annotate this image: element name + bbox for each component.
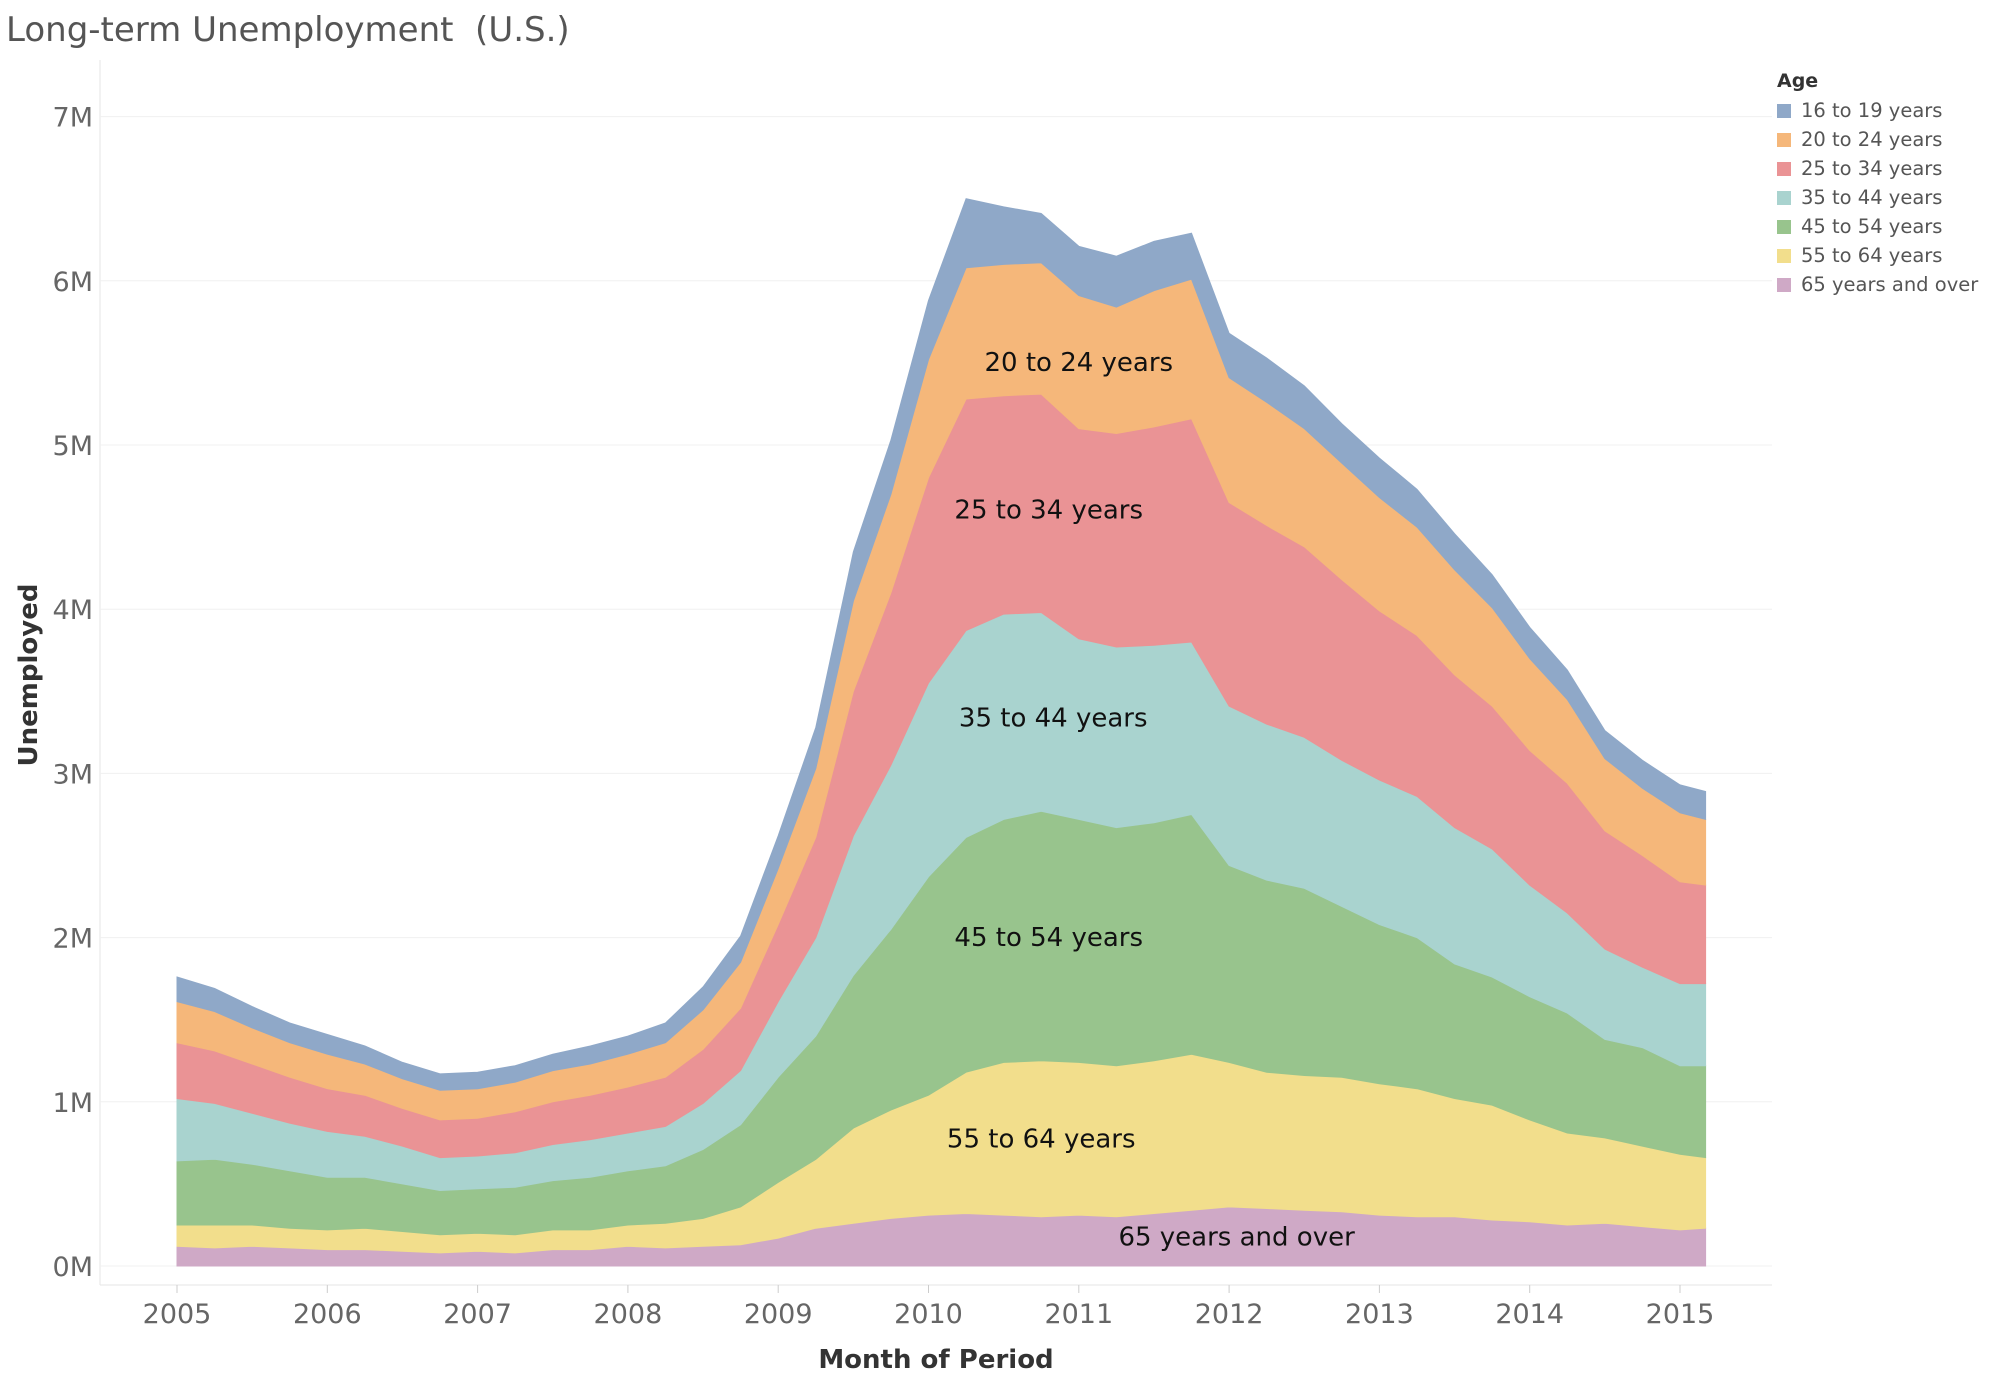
legend-label: 16 to 19 years — [1801, 99, 1943, 122]
y-tick-label: 5M — [53, 431, 93, 462]
y-tick-label: 3M — [53, 759, 93, 790]
y-tick-label: 1M — [53, 1088, 93, 1119]
x-tick-label: 2011 — [1044, 1299, 1113, 1330]
legend-item[interactable]: 25 to 34 years — [1777, 154, 1978, 183]
x-tick-label: 2005 — [143, 1299, 212, 1330]
legend-swatch — [1777, 248, 1791, 263]
x-tick-label: 2013 — [1345, 1299, 1414, 1330]
x-tick-label: 2008 — [594, 1299, 663, 1330]
x-tick-label: 2015 — [1646, 1299, 1715, 1330]
legend-item[interactable]: 20 to 24 years — [1777, 125, 1978, 154]
area-label: 65 years and over — [1118, 1223, 1355, 1253]
chart-title: Long-term Unemployment (U.S.) — [6, 10, 570, 50]
legend-item[interactable]: 65 years and over — [1777, 270, 1978, 299]
legend-label: 45 to 54 years — [1801, 215, 1943, 238]
legend-label: 65 years and over — [1801, 273, 1979, 296]
legend-label: 20 to 24 years — [1801, 128, 1943, 151]
areas — [176, 198, 1707, 1267]
legend-swatch — [1777, 277, 1791, 292]
y-tick-label: 7M — [53, 103, 93, 134]
x-tick-label: 2010 — [894, 1299, 963, 1330]
legend-swatch — [1777, 103, 1791, 118]
area-16-to-19-years — [176, 198, 1707, 1091]
area-label: 55 to 64 years — [947, 1125, 1136, 1155]
legend-item[interactable]: 35 to 44 years — [1777, 183, 1978, 212]
legend-item[interactable]: 45 to 54 years — [1777, 212, 1978, 241]
legend-items: 16 to 19 years 20 to 24 years 25 to 34 yea… — [1777, 96, 1978, 299]
y-tick-label: 0M — [53, 1252, 93, 1283]
y-axis-title: Unemployed — [14, 584, 44, 767]
x-axis-title: Month of Period — [818, 1345, 1053, 1375]
legend-label: 35 to 44 years — [1801, 186, 1943, 209]
area-label: 45 to 54 years — [954, 923, 1143, 953]
area-label: 20 to 24 years — [984, 348, 1173, 378]
legend-swatch — [1777, 132, 1791, 147]
x-tick-label: 2009 — [744, 1299, 813, 1330]
legend-item[interactable]: 16 to 19 years — [1777, 96, 1978, 125]
area-label: 25 to 34 years — [954, 495, 1143, 525]
legend-swatch — [1777, 161, 1791, 176]
legend-item[interactable]: 55 to 64 years — [1777, 241, 1978, 270]
x-tick-label: 2012 — [1195, 1299, 1264, 1330]
y-tick-label: 6M — [53, 267, 93, 298]
legend-label: 25 to 34 years — [1801, 157, 1943, 180]
legend-title: Age — [1777, 70, 1819, 92]
legend-label: 55 to 64 years — [1801, 244, 1943, 267]
legend: Age 16 to 19 years 20 to 24 years 25 to 34… — [1777, 70, 1978, 299]
legend-swatch — [1777, 219, 1791, 234]
y-tick-label: 2M — [53, 924, 93, 955]
area-label: 35 to 44 years — [959, 703, 1148, 733]
legend-swatch — [1777, 190, 1791, 205]
x-tick-label: 2014 — [1495, 1299, 1564, 1330]
y-tick-label: 4M — [53, 595, 93, 626]
x-tick-label: 2007 — [443, 1299, 512, 1330]
x-tick-label: 2006 — [293, 1299, 362, 1330]
